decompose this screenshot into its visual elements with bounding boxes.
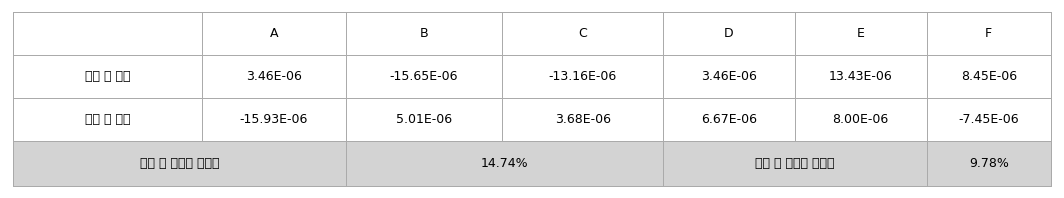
Bar — [927, 141, 1051, 186]
Bar — [795, 98, 927, 141]
Bar — [502, 12, 663, 55]
Text: 시험 전 비저항 균일도: 시험 전 비저항 균일도 — [139, 157, 219, 170]
Bar — [346, 141, 663, 186]
Bar — [202, 55, 346, 98]
Text: F: F — [985, 27, 993, 40]
Bar — [663, 98, 795, 141]
Text: 13.43E-06: 13.43E-06 — [829, 70, 893, 83]
Bar — [795, 55, 927, 98]
Bar — [346, 55, 502, 98]
Bar — [663, 12, 795, 55]
Bar — [663, 55, 795, 98]
Text: 시험 후 편차: 시험 후 편차 — [85, 113, 130, 126]
Bar — [13, 12, 202, 55]
Text: 시험 전 편차: 시험 전 편차 — [85, 70, 130, 83]
Text: -7.45E-06: -7.45E-06 — [959, 113, 1019, 126]
Text: 3.46E-06: 3.46E-06 — [701, 70, 757, 83]
Bar — [13, 141, 346, 186]
Text: 9.78%: 9.78% — [969, 157, 1009, 170]
Text: -15.93E-06: -15.93E-06 — [239, 113, 309, 126]
Text: 14.74%: 14.74% — [481, 157, 529, 170]
Text: 6.67E-06: 6.67E-06 — [701, 113, 757, 126]
Bar — [502, 55, 663, 98]
Bar — [927, 12, 1051, 55]
Bar — [346, 98, 502, 141]
Bar — [795, 12, 927, 55]
Text: 3.68E-06: 3.68E-06 — [554, 113, 611, 126]
Bar — [663, 141, 927, 186]
Bar — [13, 98, 202, 141]
Bar — [13, 12, 1051, 186]
Bar — [346, 12, 502, 55]
Text: 5.01E-06: 5.01E-06 — [396, 113, 452, 126]
Bar — [202, 98, 346, 141]
Text: B: B — [419, 27, 429, 40]
Bar — [927, 98, 1051, 141]
Text: -15.65E-06: -15.65E-06 — [389, 70, 459, 83]
Text: 시험 후 비저항 균일도: 시험 후 비저항 균일도 — [755, 157, 834, 170]
Text: D: D — [725, 27, 734, 40]
Text: 8.00E-06: 8.00E-06 — [833, 113, 888, 126]
Text: E: E — [857, 27, 865, 40]
Bar — [202, 12, 346, 55]
Bar — [13, 55, 202, 98]
Text: A: A — [270, 27, 279, 40]
Text: 8.45E-06: 8.45E-06 — [961, 70, 1017, 83]
Text: C: C — [578, 27, 587, 40]
Bar — [927, 55, 1051, 98]
Bar — [502, 98, 663, 141]
Text: -13.16E-06: -13.16E-06 — [549, 70, 617, 83]
Text: 3.46E-06: 3.46E-06 — [246, 70, 302, 83]
